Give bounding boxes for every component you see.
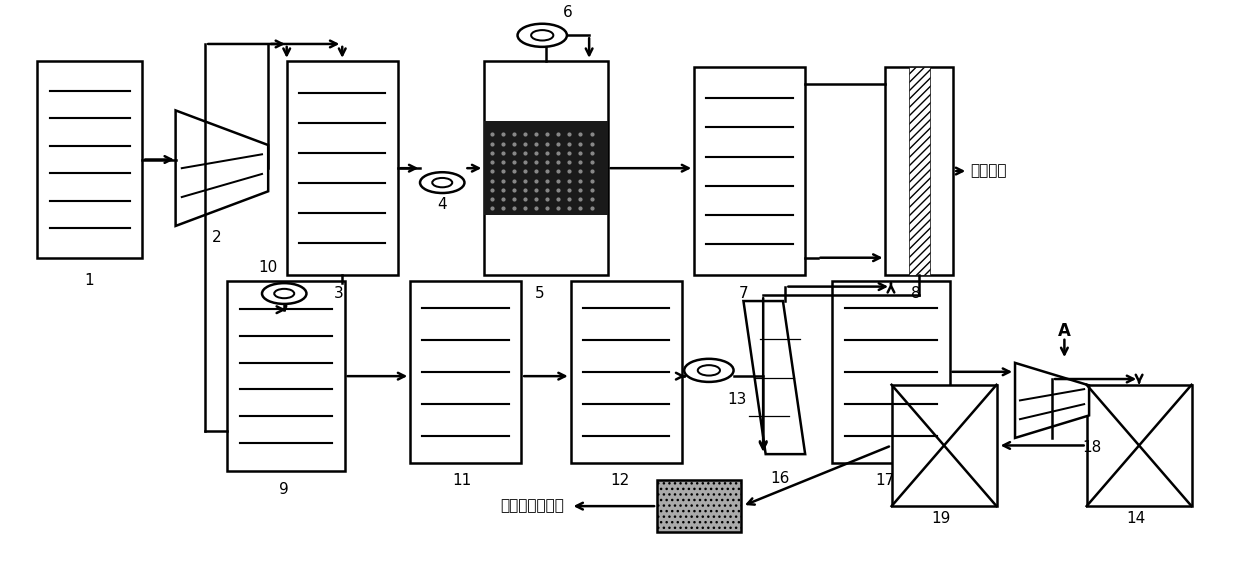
- Bar: [1086, 385, 1192, 506]
- Text: 13: 13: [728, 392, 746, 406]
- Text: 2: 2: [212, 230, 221, 245]
- Bar: [227, 281, 345, 471]
- Text: 14: 14: [1126, 512, 1146, 526]
- Circle shape: [698, 365, 720, 376]
- Circle shape: [274, 289, 294, 298]
- Bar: [694, 67, 805, 275]
- Text: 7: 7: [739, 286, 748, 301]
- Text: 1: 1: [84, 273, 94, 288]
- Bar: [484, 121, 608, 215]
- Bar: [892, 385, 997, 506]
- Text: 11: 11: [453, 472, 471, 488]
- Circle shape: [262, 283, 306, 304]
- Bar: [286, 61, 398, 275]
- Bar: [885, 67, 954, 275]
- Bar: [832, 281, 950, 463]
- Bar: [909, 67, 930, 275]
- Text: 填埋或固化处理: 填埋或固化处理: [501, 499, 564, 513]
- Text: 18: 18: [1083, 440, 1101, 455]
- Text: 16: 16: [771, 471, 790, 486]
- Bar: [484, 61, 608, 275]
- Text: 5: 5: [534, 286, 544, 301]
- Circle shape: [433, 178, 453, 187]
- Text: 12: 12: [610, 472, 630, 488]
- Circle shape: [531, 30, 553, 40]
- Bar: [570, 281, 682, 463]
- Text: A: A: [1058, 322, 1071, 340]
- Text: 3: 3: [334, 286, 343, 301]
- Bar: [657, 480, 742, 532]
- Bar: [37, 61, 143, 258]
- Text: 6: 6: [563, 5, 573, 20]
- Text: 19: 19: [931, 512, 951, 526]
- Text: 9: 9: [279, 482, 289, 498]
- Circle shape: [517, 24, 567, 47]
- Text: 4: 4: [438, 197, 448, 212]
- Text: 达标排放: 达标排放: [971, 164, 1007, 179]
- Circle shape: [684, 359, 734, 382]
- Polygon shape: [744, 301, 805, 454]
- Text: 17: 17: [875, 472, 895, 488]
- Circle shape: [420, 172, 465, 193]
- Polygon shape: [176, 110, 268, 226]
- Text: 10: 10: [259, 260, 278, 275]
- Bar: [410, 281, 521, 463]
- Text: 8: 8: [911, 286, 921, 301]
- Polygon shape: [1016, 363, 1089, 438]
